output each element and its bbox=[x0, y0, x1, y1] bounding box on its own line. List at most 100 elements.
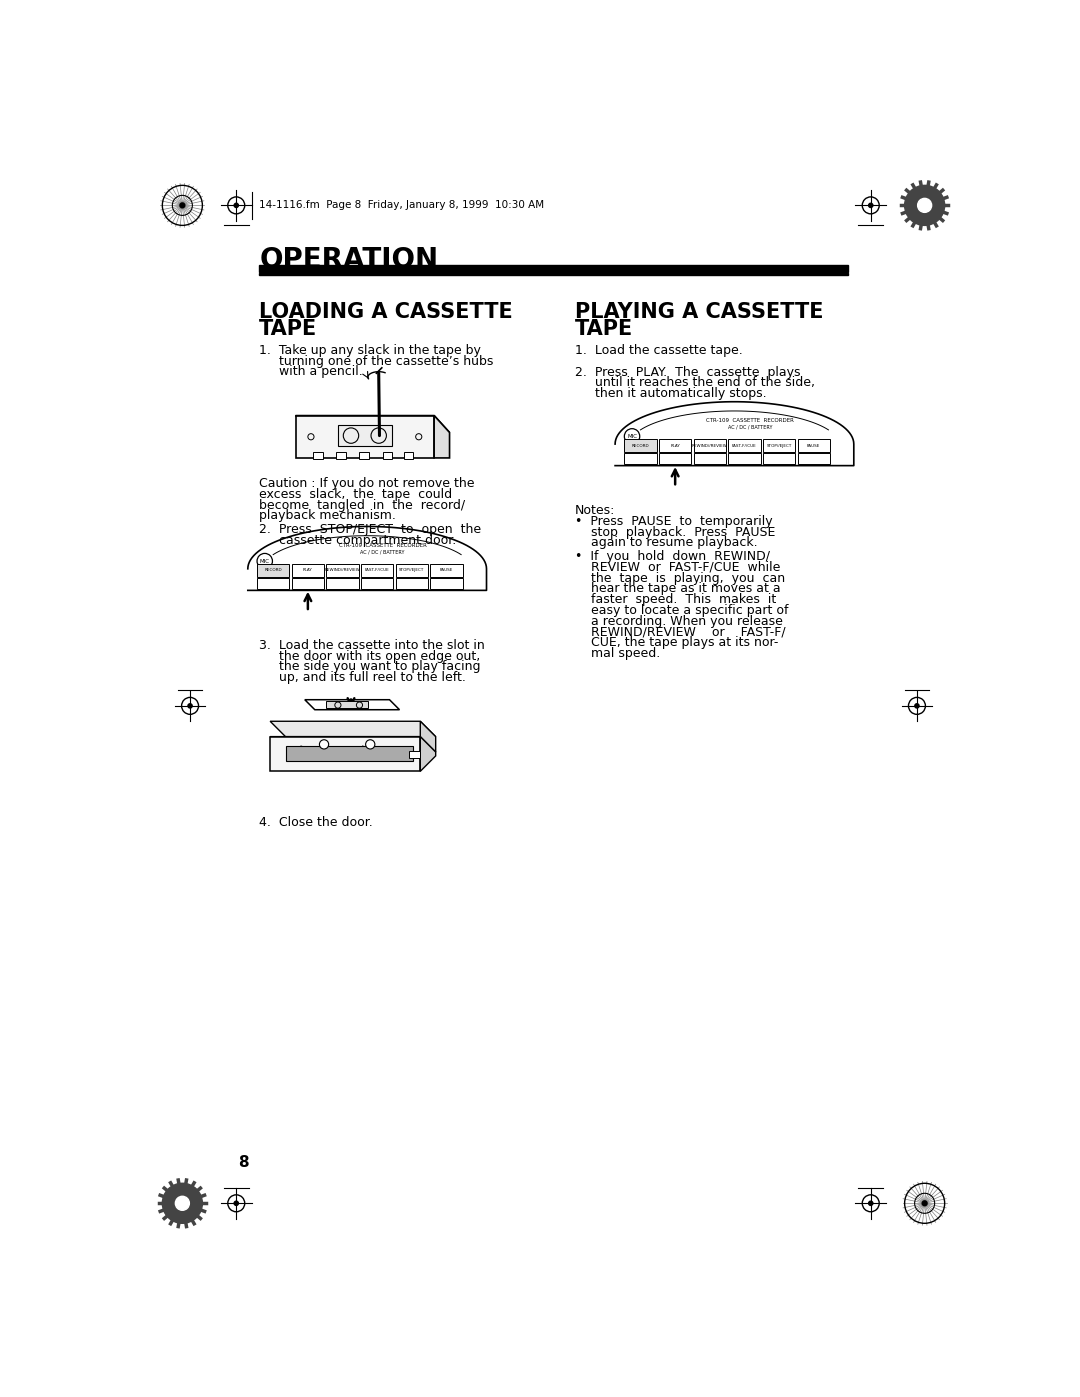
Text: PAUSE: PAUSE bbox=[440, 569, 454, 573]
Text: PLAY: PLAY bbox=[671, 444, 680, 447]
Bar bbox=[292, 564, 324, 577]
Bar bbox=[659, 453, 691, 464]
Bar bbox=[361, 578, 393, 588]
Text: then it automatically stops.: then it automatically stops. bbox=[575, 387, 767, 400]
Polygon shape bbox=[270, 721, 435, 736]
Bar bbox=[326, 564, 359, 577]
Bar bbox=[624, 453, 657, 464]
Circle shape bbox=[918, 198, 932, 212]
Circle shape bbox=[922, 1201, 927, 1206]
Bar bbox=[259, 274, 848, 275]
Polygon shape bbox=[296, 415, 449, 433]
Circle shape bbox=[320, 740, 328, 749]
Bar bbox=[382, 451, 392, 460]
Text: PAUSE: PAUSE bbox=[807, 444, 821, 447]
Bar bbox=[762, 453, 795, 464]
Text: FAST-F//CUE: FAST-F//CUE bbox=[732, 444, 757, 447]
Polygon shape bbox=[420, 736, 435, 771]
Text: mal speed.: mal speed. bbox=[575, 647, 660, 659]
Polygon shape bbox=[434, 415, 449, 458]
Text: 1.  Take up any slack in the tape by: 1. Take up any slack in the tape by bbox=[259, 344, 482, 358]
Bar bbox=[336, 451, 346, 460]
Text: RECORD: RECORD bbox=[265, 569, 282, 573]
Text: excess  slack,  the  tape  could: excess slack, the tape could bbox=[259, 488, 453, 502]
Text: REVIEW  or  FAST-F/CUE  while: REVIEW or FAST-F/CUE while bbox=[575, 562, 781, 574]
Text: REWIND/REVIEW    or    FAST-F/: REWIND/REVIEW or FAST-F/ bbox=[575, 626, 785, 638]
Circle shape bbox=[915, 704, 919, 708]
Text: CTR-109  CASSETTE  RECORDER: CTR-109 CASSETTE RECORDER bbox=[706, 419, 794, 423]
Text: Caution : If you do not remove the: Caution : If you do not remove the bbox=[259, 478, 475, 490]
Text: with a pencil.: with a pencil. bbox=[259, 366, 363, 379]
Text: STOP//EJECT: STOP//EJECT bbox=[767, 444, 792, 447]
Text: CUE, the tape plays at its nor-: CUE, the tape plays at its nor- bbox=[575, 636, 779, 650]
Text: 8: 8 bbox=[238, 1155, 248, 1169]
Text: STOP//EJECT: STOP//EJECT bbox=[400, 569, 424, 573]
Circle shape bbox=[868, 1201, 873, 1206]
Text: Notes:: Notes: bbox=[575, 504, 616, 517]
Bar bbox=[728, 440, 760, 451]
Bar bbox=[257, 578, 289, 588]
Polygon shape bbox=[270, 736, 435, 752]
Circle shape bbox=[868, 203, 873, 208]
Circle shape bbox=[162, 1183, 202, 1224]
Text: playback mechanism.: playback mechanism. bbox=[259, 510, 396, 522]
Text: MIC: MIC bbox=[260, 559, 270, 563]
Bar bbox=[361, 564, 393, 577]
Bar bbox=[257, 564, 289, 577]
Text: the  tape  is  playing,  you  can: the tape is playing, you can bbox=[575, 571, 785, 585]
Text: TAPE: TAPE bbox=[575, 320, 633, 339]
Bar bbox=[798, 453, 829, 464]
Text: up, and its full reel to the left.: up, and its full reel to the left. bbox=[259, 671, 467, 685]
Text: REWIND//REVIEW: REWIND//REVIEW bbox=[692, 444, 728, 447]
Bar bbox=[395, 564, 428, 577]
Bar bbox=[292, 578, 324, 588]
Bar bbox=[728, 453, 760, 464]
Text: 1.  Load the cassette tape.: 1. Load the cassette tape. bbox=[575, 344, 743, 358]
Polygon shape bbox=[247, 527, 486, 591]
Text: MIC: MIC bbox=[627, 434, 637, 439]
Text: OPERATION: OPERATION bbox=[259, 246, 438, 274]
Text: 3.  Load the cassette into the slot in: 3. Load the cassette into the slot in bbox=[259, 638, 485, 652]
Text: 2.  Press  STOP/EJECT  to  open  the: 2. Press STOP/EJECT to open the bbox=[259, 524, 482, 536]
Text: faster  speed.  This  makes  it: faster speed. This makes it bbox=[575, 594, 777, 606]
Text: cassette compartment door.: cassette compartment door. bbox=[259, 534, 457, 548]
Text: CTR-109  CASSETTE  RECORDER: CTR-109 CASSETTE RECORDER bbox=[339, 543, 427, 548]
Text: the side you want to play facing: the side you want to play facing bbox=[259, 661, 481, 673]
Text: become  tangled  in  the  record/: become tangled in the record/ bbox=[259, 499, 465, 511]
Bar bbox=[326, 578, 359, 588]
Text: easy to locate a specific part of: easy to locate a specific part of bbox=[575, 604, 788, 617]
Circle shape bbox=[175, 1196, 189, 1210]
Text: hear the tape as it moves at a: hear the tape as it moves at a bbox=[575, 583, 781, 595]
Bar bbox=[624, 440, 657, 451]
Bar bbox=[325, 701, 368, 708]
Bar bbox=[430, 564, 462, 577]
Text: PLAY: PLAY bbox=[302, 569, 313, 573]
Text: a recording. When you release: a recording. When you release bbox=[575, 615, 783, 627]
Text: •  If  you  hold  down  REWIND/: • If you hold down REWIND/ bbox=[575, 550, 770, 563]
Polygon shape bbox=[270, 736, 420, 771]
Polygon shape bbox=[420, 721, 435, 752]
Text: turning one of the cassette’s hubs: turning one of the cassette’s hubs bbox=[259, 355, 494, 367]
Text: again to resume playback.: again to resume playback. bbox=[575, 536, 758, 549]
Text: 14-1116.fm  Page 8  Friday, January 8, 1999  10:30 AM: 14-1116.fm Page 8 Friday, January 8, 199… bbox=[259, 200, 544, 211]
Text: TAPE: TAPE bbox=[259, 320, 318, 339]
Bar bbox=[360, 451, 368, 460]
Circle shape bbox=[234, 1201, 239, 1206]
Bar bbox=[693, 440, 726, 451]
Bar bbox=[762, 440, 795, 451]
Circle shape bbox=[188, 704, 192, 708]
Bar bbox=[430, 578, 462, 588]
Polygon shape bbox=[305, 700, 400, 710]
Text: stop  playback.  Press  PAUSE: stop playback. Press PAUSE bbox=[575, 525, 775, 539]
Polygon shape bbox=[296, 415, 434, 458]
Text: 2.  Press  PLAY.  The  cassette  plays: 2. Press PLAY. The cassette plays bbox=[575, 366, 800, 379]
Text: until it reaches the end of the side,: until it reaches the end of the side, bbox=[575, 376, 815, 390]
Bar bbox=[285, 746, 413, 761]
Bar bbox=[798, 440, 829, 451]
Text: RECORD: RECORD bbox=[632, 444, 649, 447]
Polygon shape bbox=[616, 402, 854, 465]
Text: 4.  Close the door.: 4. Close the door. bbox=[259, 816, 373, 828]
Text: AC / DC / BATTERY: AC / DC / BATTERY bbox=[361, 549, 405, 555]
Bar bbox=[259, 264, 848, 271]
Text: PLAYING A CASSETTE: PLAYING A CASSETTE bbox=[575, 302, 824, 323]
